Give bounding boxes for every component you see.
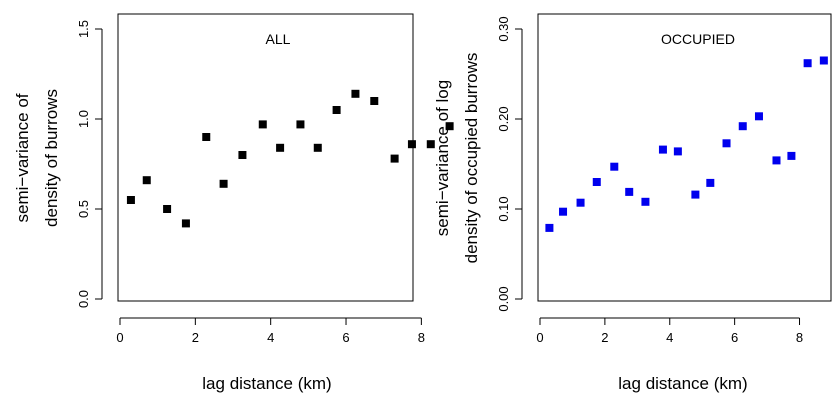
data-point (181, 219, 190, 228)
data-point (592, 178, 601, 186)
panel-title: OCCUPIED (661, 31, 735, 47)
data-point (332, 106, 341, 114)
panel-0: 0 2 4 6 8 0.0 0.5 1.0 1.5 lag distance (km) semi−v… (13, 13, 454, 393)
data-point (576, 198, 585, 207)
data-point (390, 154, 399, 163)
data-point (238, 151, 247, 159)
data-point (219, 179, 228, 188)
y-tick-label: 0.10 (496, 196, 511, 221)
x-tick-label: 8 (796, 330, 803, 345)
x-tick-label: 4 (666, 330, 673, 345)
y-axis-label-line-2: density of burrows (42, 89, 61, 227)
data-point (545, 223, 554, 232)
data-point (610, 162, 619, 171)
data-point (202, 133, 211, 141)
plot-frame (117, 13, 414, 302)
x-tick-label: 0 (536, 330, 543, 345)
data-point (559, 207, 568, 216)
data-point (673, 147, 682, 156)
data-point (706, 178, 715, 187)
y-axis-label-line-1: semi−variance of log (433, 80, 452, 236)
data-point (163, 205, 172, 213)
data-point (313, 143, 322, 152)
y-tick-label: 0.30 (496, 16, 511, 41)
data-point (625, 187, 634, 196)
data-point (738, 122, 747, 131)
data-point (787, 151, 796, 160)
x-tick-label: 4 (267, 330, 274, 345)
x-tick-label: 0 (116, 330, 123, 345)
y-tick-label: 0.20 (496, 106, 511, 131)
y-axis-label-line-2: density of occupied burrows (462, 53, 481, 264)
data-point (351, 89, 360, 98)
x-axis-label: lag distance (km) (618, 374, 747, 393)
y-tick-label: 1.5 (76, 20, 91, 38)
x-tick-label: 2 (601, 330, 608, 345)
y-axis-label-line-1: semi−variance of (13, 93, 32, 222)
data-point (126, 196, 135, 204)
data-point (641, 197, 650, 206)
x-tick-label: 8 (418, 330, 425, 345)
data-point (370, 97, 379, 105)
data-point (445, 122, 454, 131)
data-point (296, 120, 305, 129)
data-point (407, 140, 416, 149)
data-point (691, 190, 700, 199)
y-tick-label: 0.00 (496, 286, 511, 311)
data-point (276, 143, 285, 152)
x-tick-label: 6 (342, 330, 349, 345)
panel-title: ALL (266, 31, 291, 47)
x-tick-label: 2 (192, 330, 199, 345)
data-point (142, 176, 151, 185)
y-tick-label: 0.5 (76, 200, 91, 218)
plot-frame (537, 13, 832, 302)
data-point (772, 156, 781, 165)
y-tick-label: 1.0 (76, 110, 91, 128)
data-point (819, 56, 828, 65)
data-point (722, 139, 731, 148)
x-tick-label: 6 (731, 330, 738, 345)
data-point (258, 120, 267, 129)
data-point (754, 112, 763, 121)
x-axis-label: lag distance (km) (202, 374, 331, 393)
data-point (426, 140, 435, 149)
y-tick-label: 0.0 (76, 290, 91, 308)
panel-1: 0 2 4 6 8 0.00 0.10 0.20 0.30 lag distance (km) se… (433, 13, 832, 393)
data-point (658, 145, 667, 154)
data-point (803, 59, 812, 68)
